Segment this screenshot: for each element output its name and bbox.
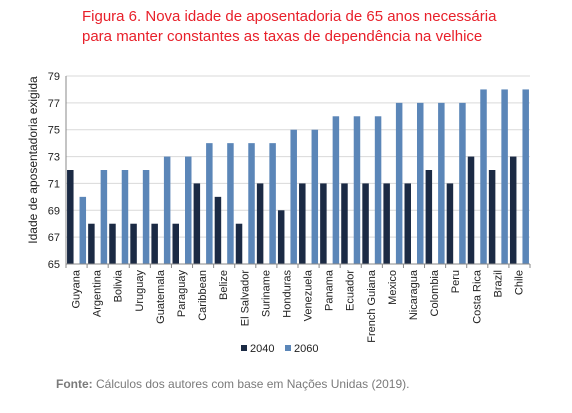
y-axis-title: Idade de aposentadoria exigida	[26, 76, 40, 244]
y-tick-label: 65	[48, 259, 60, 271]
y-tick-label: 77	[48, 98, 60, 110]
legend-label-2060: 2060	[294, 343, 318, 355]
legend-label-2040: 2040	[250, 343, 274, 355]
bar-2040	[383, 183, 390, 264]
category-label: Uruguay	[134, 270, 146, 312]
bar-2040	[299, 183, 306, 264]
source-text: Cálculos dos autores com base em Nações …	[92, 377, 410, 391]
category-label: Colombia	[429, 269, 441, 316]
bar-2040	[151, 223, 158, 264]
chart-title-line-1: Figura 6. Nova idade de aposentadoria de…	[82, 8, 497, 25]
category-label: Argentina	[92, 269, 104, 317]
category-label: Suriname	[260, 270, 272, 317]
category-label: El Salvador	[239, 270, 251, 327]
y-tick-labels: 65 67 69 71 73 75 77 79	[48, 71, 60, 271]
category-label: Belize	[218, 270, 230, 300]
y-tick-label: 79	[48, 71, 60, 83]
bar-2060	[395, 102, 403, 264]
y-tick-label: 75	[48, 125, 60, 137]
category-label: Peru	[450, 270, 462, 293]
source-label: Fonte:	[56, 377, 93, 391]
category-label: Brazil	[492, 270, 504, 298]
bar-2060	[269, 143, 276, 264]
bar-2060	[248, 143, 255, 264]
bar-2060	[185, 156, 192, 264]
source-note: Fonte: Cálculos dos autores com base em …	[56, 377, 409, 391]
legend: 2040 2060	[241, 343, 318, 355]
bar-2040	[109, 223, 116, 264]
bar-2040	[277, 210, 285, 264]
bar-2040	[488, 170, 496, 264]
bar-2040	[193, 183, 201, 264]
category-label: Ecuador	[345, 270, 357, 311]
bar-2040	[362, 183, 369, 264]
category-label: French Guiana	[366, 269, 378, 343]
category-label: Panama	[324, 269, 336, 311]
bar-2060	[163, 156, 171, 264]
y-tick-label: 67	[48, 232, 60, 244]
category-labels: Guyana Argentina Bolivia Uruguay Guatemala Pa…	[71, 269, 526, 343]
bars	[67, 89, 529, 265]
bar-2040	[130, 223, 137, 264]
bar-2040	[467, 156, 475, 264]
category-label: Mexico	[387, 270, 399, 305]
bar-2040	[425, 170, 433, 264]
bar-2060	[100, 170, 108, 264]
category-label: Bolivia	[113, 269, 125, 302]
axes	[65, 76, 531, 268]
bar-2060	[311, 129, 319, 264]
bar-2040	[235, 223, 243, 264]
category-label: Nicaragua	[408, 269, 420, 320]
bar-2060	[79, 196, 87, 264]
bar-2060	[353, 116, 361, 265]
category-label: Chile	[513, 270, 525, 295]
bar-2060	[438, 102, 445, 264]
category-label: Venezuela	[303, 269, 315, 321]
category-label: Guatemala	[155, 269, 167, 324]
bar-2060	[480, 89, 487, 264]
bar-2040	[446, 183, 454, 264]
bar-2060	[206, 143, 213, 264]
bar-2060	[417, 102, 424, 264]
bar-2040	[404, 183, 411, 264]
y-tick-label: 71	[48, 178, 60, 190]
category-label: Costa Rica	[471, 269, 483, 324]
category-label: Honduras	[281, 270, 293, 318]
bar-2040	[172, 223, 179, 264]
category-label: Paraguay	[176, 270, 188, 318]
bar-2060	[227, 143, 234, 264]
y-tick-label: 73	[48, 152, 60, 164]
bar-2040	[88, 223, 95, 264]
legend-swatch-2060	[285, 345, 291, 351]
bar-2060	[501, 89, 508, 264]
bar-2060	[522, 89, 529, 264]
legend-swatch-2040	[241, 345, 247, 351]
bar-2060	[142, 170, 150, 264]
bar-2040	[320, 183, 327, 264]
bar-2040	[67, 170, 74, 264]
bar-2060	[332, 116, 340, 265]
category-label: Guyana	[71, 269, 83, 308]
y-tick-label: 69	[48, 205, 60, 217]
bar-2040	[509, 156, 517, 264]
bar-2060	[121, 170, 129, 264]
bar-2040	[341, 183, 348, 264]
bar-2060	[374, 116, 382, 265]
bar-2060	[290, 129, 297, 264]
bar-2040	[214, 196, 222, 264]
category-label: Caribbean	[197, 270, 209, 321]
chart-title-line-2: para manter constantes as taxas de depen…	[82, 28, 483, 45]
bar-2040	[256, 183, 264, 264]
bar-2060	[459, 102, 466, 264]
